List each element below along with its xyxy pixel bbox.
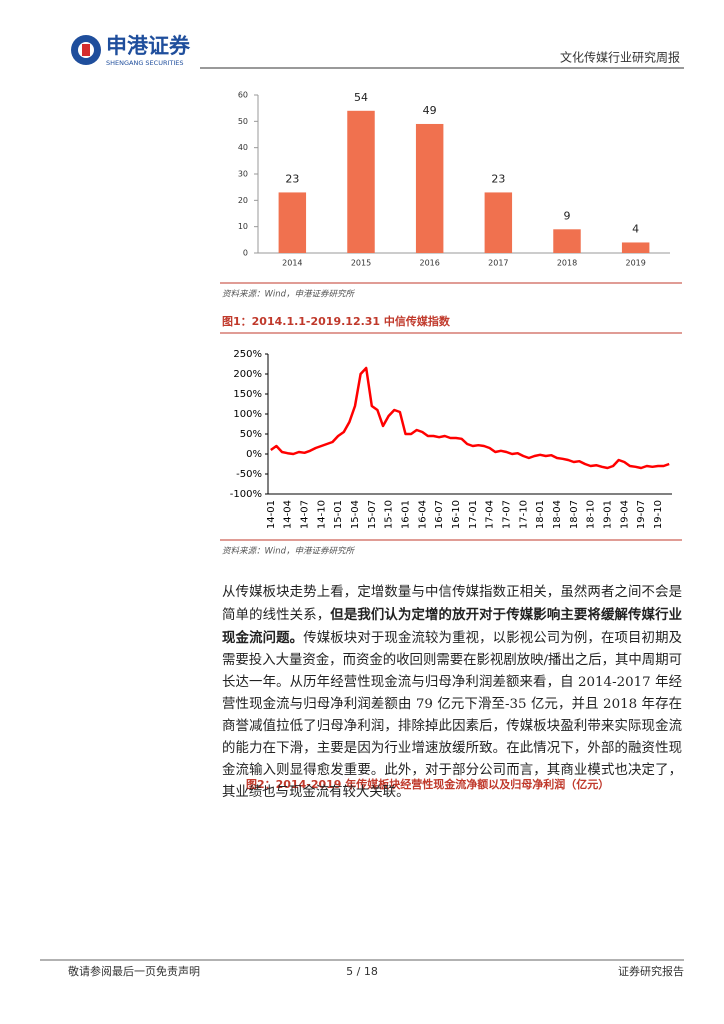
y-tick-label: 60 — [238, 91, 248, 100]
x-tick-label: 15-10 — [384, 500, 395, 529]
x-tick-label: 18-10 — [586, 500, 597, 529]
x-tick-label: 14-01 — [266, 500, 277, 529]
footer-doc-type: 证券研究报告 — [618, 964, 684, 978]
value-label: 9 — [564, 209, 571, 222]
value-label: 4 — [632, 222, 639, 235]
y-tick-label: 20 — [238, 196, 248, 205]
x-tick-label: 2017 — [488, 259, 508, 268]
x-tick-label: 18-01 — [535, 500, 546, 529]
x-tick-label: 16-04 — [417, 500, 428, 529]
figure-caption: 图2：2014-2019 年传媒板块经营性现金流净额以及归母净利润（亿元） — [246, 777, 609, 791]
body-text: 从传媒板块走势上看，定增数量与中信传媒指数正相关，虽然两者之间不会是简单的线性关… — [222, 582, 682, 804]
logo-text: 申港证券 — [106, 34, 191, 58]
bar — [347, 110, 375, 253]
x-tick-label: 2014 — [282, 259, 302, 268]
x-tick-label: 15-07 — [367, 500, 378, 529]
x-tick-label: 17-07 — [501, 500, 512, 529]
bar — [484, 192, 513, 253]
x-tick-label: 18-07 — [569, 500, 580, 529]
logo-icon-mark — [82, 44, 90, 56]
y-tick-label: 40 — [238, 143, 248, 152]
body-bold: 但是我们认为定增的放开对于传媒影响主要将缓解传媒行业现金流问题。 — [222, 607, 683, 646]
body-span: 从传媒板块走势上看，定增数量与中信传媒指数正相关，虽然两者之间不会是简单的线性关… — [222, 585, 682, 623]
x-tick-label: 14-04 — [283, 500, 294, 529]
value-label: 54 — [354, 91, 368, 104]
y-tick-label: 0 — [243, 249, 248, 258]
x-tick-label: 15-01 — [333, 500, 344, 529]
x-tick-label: 16-07 — [434, 500, 445, 529]
x-tick-label: 19-04 — [619, 500, 630, 529]
bar — [415, 123, 444, 253]
y-tick-label: 150% — [233, 389, 262, 400]
x-tick-label: 19-01 — [602, 500, 613, 529]
x-tick-label: 19-10 — [653, 500, 664, 529]
x-tick-label: 2015 — [351, 259, 371, 268]
y-tick-label: -50% — [236, 469, 262, 480]
y-tick-label: 50% — [240, 429, 262, 440]
source-note: 资料来源：Wind，申港证券研究所 — [222, 546, 356, 557]
x-tick-label: 2019 — [625, 259, 645, 268]
x-tick-label: 19-07 — [636, 500, 647, 529]
y-tick-label: 50 — [238, 117, 248, 126]
x-tick-label: 15-04 — [350, 500, 361, 529]
y-tick-label: 0% — [246, 449, 262, 460]
source-note: 资料来源：Wind，申港证券研究所 — [222, 289, 356, 300]
bar — [621, 242, 650, 253]
body-span: 传媒板块对于现金流较为重视，以影视公司为例，在项目初期及需要投入大量资金，而资金… — [222, 631, 682, 800]
x-tick-label: 2016 — [419, 259, 439, 268]
x-tick-label: 2018 — [557, 259, 577, 268]
y-tick-label: 200% — [233, 369, 262, 380]
logo-subtext: SHENGANG SECURITIES — [106, 59, 184, 67]
value-label: 23 — [285, 172, 299, 185]
page-number: 5 / 18 — [346, 965, 378, 978]
line-series — [270, 366, 670, 470]
report-type: 文化传媒行业研究周报 — [560, 50, 680, 65]
footer-disclaimer: 敬请参阅最后一页免责声明 — [68, 964, 200, 978]
y-tick-label: 30 — [238, 170, 248, 179]
x-tick-label: 17-01 — [468, 500, 479, 529]
x-tick-label: 14-10 — [316, 500, 327, 529]
x-tick-label: 17-10 — [518, 500, 529, 529]
bar — [553, 229, 581, 253]
figure-caption: 图1：2014.1.1-2019.12.31 中信传媒指数 — [222, 314, 451, 328]
y-tick-label: 100% — [233, 409, 262, 420]
y-tick-label: -100% — [230, 489, 262, 500]
y-tick-label: 10 — [238, 222, 248, 231]
value-label: 23 — [491, 172, 505, 185]
x-tick-label: 16-10 — [451, 500, 462, 529]
value-label: 49 — [423, 104, 437, 117]
x-tick-label: 16-01 — [400, 500, 411, 529]
x-tick-label: 17-04 — [485, 500, 496, 529]
x-tick-label: 14-07 — [299, 500, 310, 529]
x-tick-label: 18-04 — [552, 500, 563, 529]
bar — [278, 192, 307, 253]
y-tick-label: 250% — [233, 349, 262, 360]
